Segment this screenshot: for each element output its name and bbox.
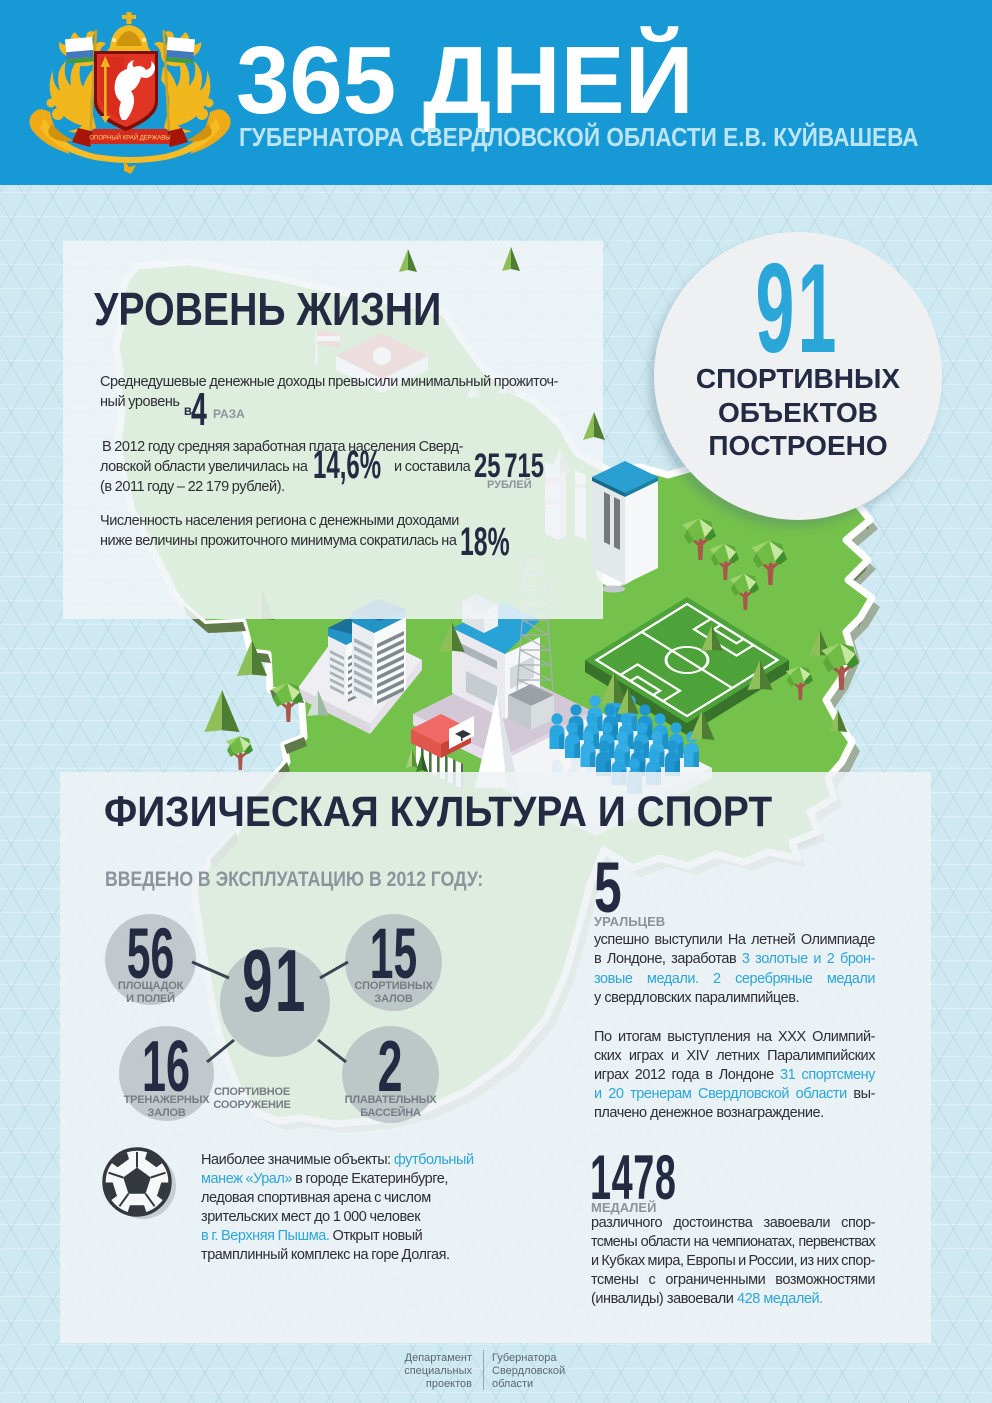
svg-text:ОПОРНЫЙ КРАЙ ДЕРЖАВЫ: ОПОРНЫЙ КРАЙ ДЕРЖАВЫ	[89, 134, 170, 142]
